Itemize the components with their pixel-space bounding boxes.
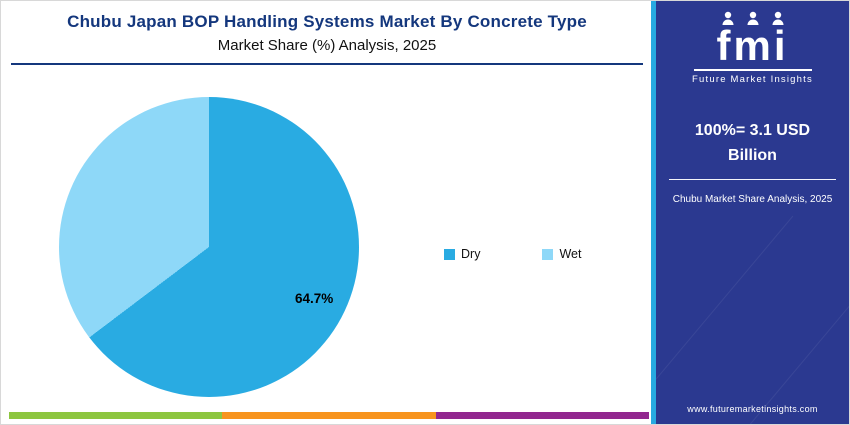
chart-region: Chubu Japan BOP Handling Systems Market … <box>1 1 653 424</box>
sidebar-decoration-line <box>656 215 794 424</box>
sidebar-caption: Chubu Market Share Analysis, 2025 <box>672 194 833 206</box>
fmi-logo: fmi Future Market Insights <box>656 11 849 85</box>
legend-item-wet: Wet <box>542 247 581 261</box>
sidebar-divider <box>669 179 836 181</box>
sidebar: fmi Future Market Insights 100%= 3.1 USD… <box>651 1 849 424</box>
legend-label-dry: Dry <box>461 247 481 261</box>
website-url: www.futuremarketinsights.com <box>687 404 818 414</box>
fmi-logo-people-icons <box>656 11 849 26</box>
legend-label-wet: Wet <box>559 247 582 261</box>
footer-strip <box>9 412 649 419</box>
footer-strip-segment <box>435 412 649 419</box>
sidebar-decoration-line <box>689 265 849 424</box>
page-title: Chubu Japan BOP Handling Systems Market … <box>67 12 587 31</box>
header-divider <box>11 63 643 65</box>
fmi-logo-text: fmi <box>716 22 789 69</box>
market-size-stat: 100%= 3.1 USD Billion <box>694 121 811 164</box>
legend-item-dry: Dry <box>444 247 480 261</box>
page-subtitle: Market Share (%) Analysis, 2025 <box>217 37 437 54</box>
legend-swatch-wet <box>542 248 554 260</box>
pie-chart: 64.7% <box>59 97 359 397</box>
pie-data-label: 64.7% <box>295 291 334 306</box>
legend-swatch-dry <box>444 248 455 260</box>
legend: Dry Wet <box>444 247 581 261</box>
fmi-logo-underline <box>693 68 812 71</box>
footer-strip-segment <box>9 412 223 419</box>
fmi-logo-subtext: Future Market Insights <box>692 73 813 85</box>
pie <box>59 97 359 397</box>
footer-strip-segment <box>222 412 436 419</box>
